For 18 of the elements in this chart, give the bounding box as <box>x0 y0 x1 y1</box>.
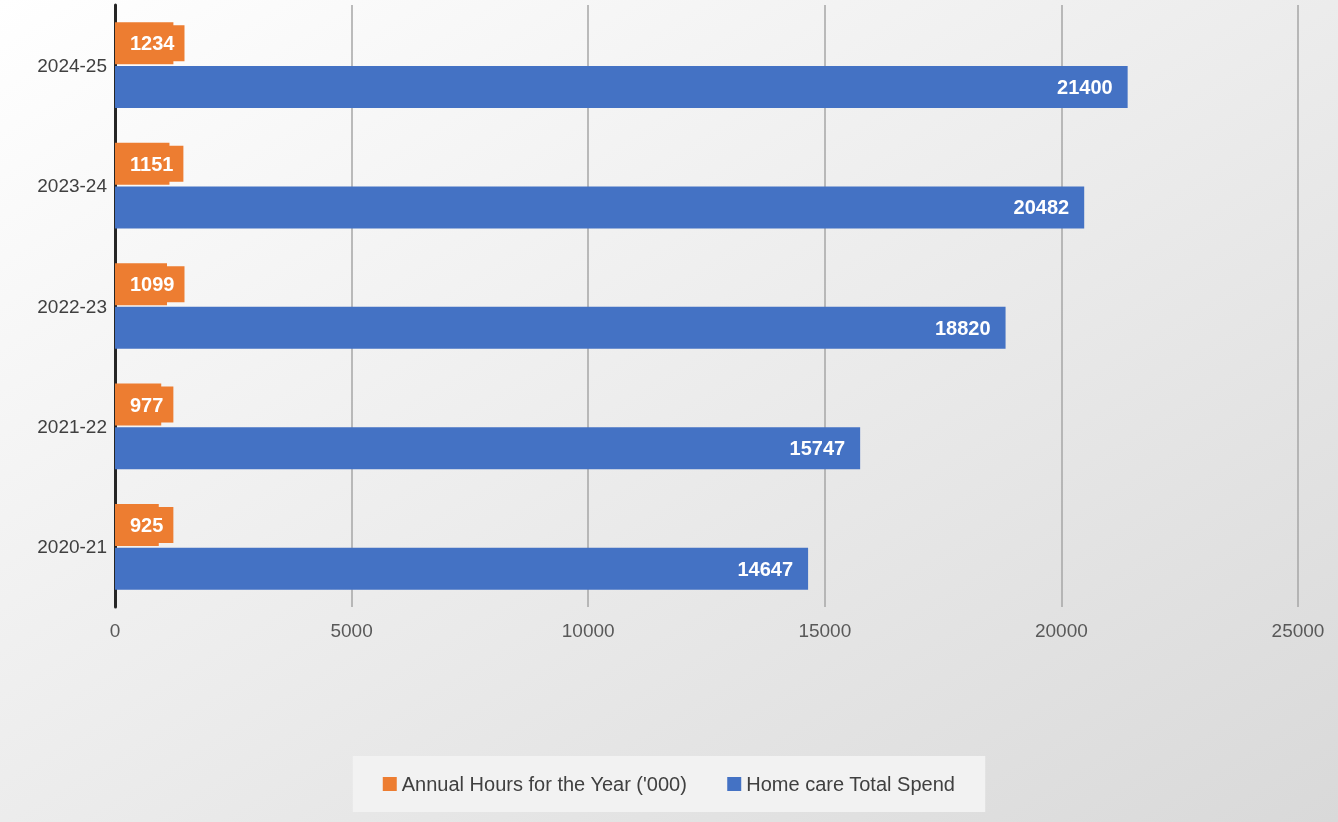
y-tick-label: 2020-21 <box>37 536 107 558</box>
y-tick-label: 2024-25 <box>37 54 107 76</box>
x-tick-label: 15000 <box>798 620 852 641</box>
data-label: 14647 <box>737 557 794 580</box>
x-tick-label: 25000 <box>1271 620 1325 641</box>
data-label: 21400 <box>1057 76 1113 99</box>
y-tick-label: 2022-23 <box>37 295 107 317</box>
y-tick-label: 2023-24 <box>37 175 108 197</box>
data-label: 15747 <box>789 437 846 460</box>
y-tick-label: 2021-22 <box>37 415 107 437</box>
x-tick-label: 5000 <box>330 620 373 641</box>
x-tick-label: 10000 <box>561 620 615 641</box>
legend-label: Annual Hours for the Year ('000) <box>401 773 687 795</box>
data-label: 18820 <box>934 316 991 339</box>
data-label: 20482 <box>1013 196 1070 219</box>
x-tick-label: 0 <box>109 620 121 641</box>
x-tick-label: 20000 <box>1034 620 1088 641</box>
legend-label: Home care Total Spend <box>746 773 955 795</box>
